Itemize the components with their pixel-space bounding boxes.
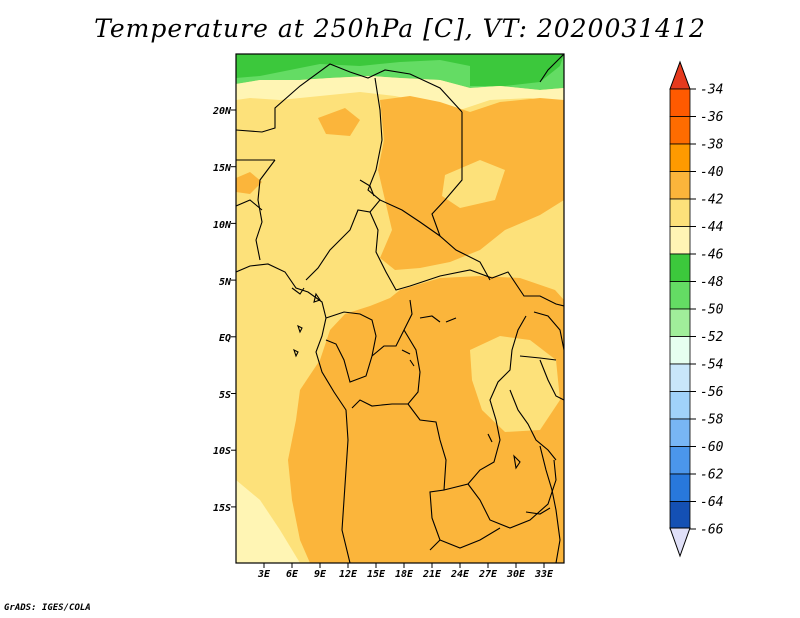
chart-title: Temperature at 250hPa [C], VT: 202003141… — [94, 14, 706, 43]
lon-tick-label: 3E — [257, 569, 271, 580]
colorbar-cell — [669, 418, 691, 447]
map-frame — [235, 53, 565, 564]
colorbar-level-label: -62 — [700, 468, 724, 483]
lat-tick-label: 15N — [213, 163, 232, 174]
colorbar-top-cap — [669, 60, 691, 90]
field-band-pale-sw — [236, 480, 300, 563]
colorbar-level-label: -40 — [700, 165, 724, 180]
colorbar-level-label: -48 — [700, 275, 724, 290]
colorbar-cell — [669, 198, 691, 227]
colorbar-level-label: -60 — [700, 440, 724, 455]
lon-tick-label: 33E — [534, 569, 554, 580]
field-band-green-east — [470, 54, 564, 86]
field-patch-yellow-2 — [500, 232, 564, 290]
lon-tick-label: 9E — [314, 569, 327, 580]
colorbar-level-label: -50 — [700, 303, 724, 318]
colorbar-cell — [669, 116, 691, 145]
lon-tick-label: 18E — [395, 569, 414, 580]
colorbar-cell — [669, 363, 691, 392]
colorbar-level-label: -34 — [700, 83, 723, 98]
lat-tick-label: 10S — [213, 446, 231, 457]
colorbar-cell — [669, 253, 691, 282]
colorbar-bottom-cap — [669, 527, 691, 558]
lon-tick-label: 27E — [478, 569, 498, 580]
colorbar-level-label: -46 — [700, 248, 724, 263]
lon-tick-label: 12E — [339, 569, 358, 580]
temperature-field — [236, 54, 564, 563]
colorbar-level-label: -58 — [700, 413, 724, 428]
lon-tick-label: 30E — [506, 569, 526, 580]
colorbar-level-label: -52 — [700, 330, 724, 345]
colorbar-cell — [669, 308, 691, 337]
colorbar-cell — [669, 226, 691, 255]
colorbar-cell — [669, 336, 691, 365]
colorbar-cell — [669, 171, 691, 200]
field-band-pale — [236, 76, 564, 110]
colorbar: -34 -36 -38 -40 -42 -44 -46 -48 -50 -52 -54 -56 -58 -… — [669, 60, 724, 558]
colorbar-level-label: -56 — [700, 385, 724, 400]
colorbar-cell — [669, 143, 691, 172]
lat-tick-label: EQ — [219, 333, 231, 344]
colorbar-level-label: -54 — [700, 358, 723, 373]
lat-tick-label: 5S — [219, 390, 231, 401]
colorbar-level-label: -36 — [700, 110, 724, 125]
colorbar-level-label: -44 — [700, 220, 723, 235]
colorbar-level-label: -42 — [700, 193, 724, 208]
lon-tick-label: 24E — [450, 569, 470, 580]
country-borders — [236, 54, 564, 563]
lat-tick-label: 20N — [212, 106, 232, 117]
colorbar-level-label: -64 — [700, 495, 723, 510]
field-patch-yellow-3 — [442, 160, 505, 208]
field-patch-orange-1 — [318, 108, 360, 136]
colorbar-cell — [669, 446, 691, 475]
field-patch-orange-2 — [236, 172, 262, 194]
latitude-axis: 20N 15N 10N 5N EQ 5S 10S 15S — [212, 106, 236, 514]
field-band-green-dark — [236, 54, 470, 78]
colorbar-cell — [669, 473, 691, 502]
colorbar-level-label: -66 — [700, 523, 724, 538]
colorbar-cell — [669, 501, 691, 530]
lon-tick-label: 6E — [286, 569, 299, 580]
colorbar-cell — [669, 391, 691, 420]
credit-label: GrADS: IGES/COLA — [4, 603, 91, 613]
lat-tick-label: 15S — [213, 503, 231, 514]
lon-tick-label: 21E — [422, 569, 442, 580]
colorbar-level-label: -38 — [700, 138, 724, 153]
lat-tick-label: 5N — [219, 277, 232, 288]
lat-tick-label: 10N — [213, 220, 232, 231]
lon-tick-label: 15E — [367, 569, 386, 580]
colorbar-cell — [669, 88, 691, 117]
longitude-axis: 3E 6E 9E 12E 15E 18E 21E 24E 27E 30E 33E — [257, 563, 554, 580]
colorbar-cell — [669, 281, 691, 310]
